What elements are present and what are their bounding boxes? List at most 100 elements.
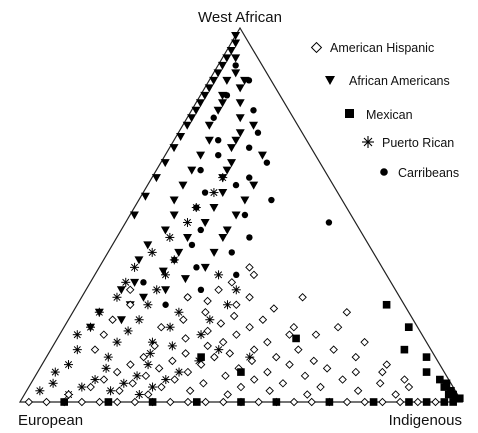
- point-american-hispanic-69: [360, 337, 369, 347]
- point-puerto-rican-43: [214, 345, 224, 355]
- point-american-hispanic-47: [249, 375, 259, 384]
- point-carribeans-5: [254, 129, 262, 136]
- point-african-americans-1: [231, 39, 241, 48]
- point-american-hispanic-35: [154, 364, 164, 373]
- point-carribeans-18: [197, 226, 204, 234]
- point-puerto-rican-2: [191, 203, 201, 213]
- point-puerto-rican-48: [165, 322, 175, 332]
- point-carribeans-8: [215, 151, 222, 159]
- point-mexican-20: [237, 398, 245, 406]
- point-puerto-rican-42: [196, 330, 206, 340]
- point-african-americans-20: [231, 69, 241, 78]
- point-mexican-5: [436, 375, 444, 384]
- point-carribeans-13: [201, 189, 209, 196]
- point-american-hispanic-55: [236, 382, 246, 392]
- legend-entry-carribeans: Carribeans: [380, 166, 459, 180]
- point-american-hispanic-52: [375, 379, 385, 388]
- point-american-hispanic-56: [316, 382, 325, 392]
- point-american-hispanic-7: [201, 308, 210, 317]
- point-mexican-26: [197, 353, 205, 361]
- point-carribeans-23: [193, 264, 200, 271]
- point-mexican-18: [325, 398, 334, 406]
- point-american-hispanic-90: [113, 397, 122, 407]
- point-american-hispanic-103: [342, 397, 352, 407]
- point-american-hispanic-12: [245, 322, 254, 332]
- point-american-hispanic-24: [181, 349, 190, 358]
- point-american-hispanic-39: [183, 367, 193, 377]
- point-american-hispanic-13: [157, 322, 166, 332]
- legend-marker-filled-circle: [380, 168, 388, 176]
- point-african-americans-55: [222, 166, 232, 175]
- point-african-americans-64: [161, 286, 171, 295]
- point-african-americans-24: [235, 99, 245, 108]
- point-mexican-17: [369, 398, 378, 406]
- point-carribeans-9: [263, 159, 271, 166]
- point-american-hispanic-51: [278, 379, 288, 388]
- point-african-americans-37: [169, 196, 179, 205]
- point-puerto-rican-6: [169, 255, 179, 265]
- point-american-hispanic-88: [77, 397, 87, 407]
- point-african-americans-21: [222, 76, 232, 85]
- point-american-hispanic-28: [210, 352, 219, 362]
- legend-marker-asterisk: [362, 136, 374, 148]
- point-carribeans-4: [210, 114, 217, 121]
- point-african-americans-0: [231, 31, 241, 40]
- point-puerto-rican-27: [174, 367, 184, 377]
- point-american-hispanic-11: [216, 319, 226, 328]
- point-african-americans-40: [200, 218, 210, 227]
- point-puerto-rican-31: [161, 375, 171, 385]
- point-puerto-rican-16: [123, 326, 133, 336]
- point-carribeans-28: [162, 301, 169, 308]
- point-american-hispanic-53: [86, 382, 95, 392]
- point-american-hispanic-94: [183, 397, 193, 407]
- point-american-hispanic-43: [221, 371, 230, 381]
- point-american-hispanic-101: [307, 397, 316, 407]
- point-african-americans-10: [191, 106, 201, 115]
- point-american-hispanic-16: [285, 330, 294, 339]
- point-carribeans-25: [140, 279, 147, 286]
- point-african-americans-9: [195, 99, 205, 108]
- point-mexican-4: [422, 368, 431, 376]
- point-african-americans-38: [209, 204, 219, 213]
- point-puerto-rican-11: [112, 292, 122, 302]
- point-american-hispanic-100: [289, 397, 299, 407]
- point-mexican-13: [449, 398, 457, 406]
- point-african-americans-2: [226, 46, 236, 55]
- point-american-hispanic-6: [269, 304, 279, 313]
- vertex-label-right: Indigenous: [389, 412, 462, 429]
- point-american-hispanic-2: [214, 285, 223, 295]
- point-american-hispanic-84: [183, 293, 192, 302]
- point-african-americans-26: [235, 114, 245, 123]
- point-mexican-24: [60, 398, 68, 406]
- point-american-hispanic-76: [126, 300, 135, 309]
- point-american-hispanic-54: [157, 382, 166, 392]
- point-american-hispanic-19: [263, 337, 272, 347]
- point-african-americans-14: [169, 144, 179, 153]
- point-african-americans-19: [231, 54, 241, 63]
- point-american-hispanic-40: [263, 367, 272, 377]
- point-american-hispanic-17: [181, 334, 190, 343]
- point-mexican-14: [440, 398, 449, 406]
- point-american-hispanic-75: [125, 285, 135, 295]
- point-african-americans-57: [240, 196, 250, 205]
- point-african-americans-31: [196, 151, 206, 160]
- point-puerto-rican-1: [209, 188, 219, 198]
- point-african-americans-30: [226, 144, 236, 153]
- point-african-americans-59: [222, 226, 232, 235]
- point-american-hispanic-18: [218, 337, 228, 347]
- point-american-hispanic-91: [130, 397, 140, 407]
- point-carribeans-0: [232, 62, 239, 69]
- point-african-americans-62: [200, 263, 210, 272]
- point-american-hispanic-14: [203, 326, 212, 336]
- point-mexican-3: [422, 353, 431, 361]
- point-african-americans-28: [235, 129, 245, 138]
- point-puerto-rican-13: [94, 307, 104, 317]
- point-american-hispanic-15: [232, 330, 241, 339]
- point-american-hispanic-33: [196, 360, 206, 369]
- point-puerto-rican-22: [103, 352, 113, 362]
- point-african-americans-3: [222, 54, 232, 63]
- point-carribeans-17: [325, 219, 333, 226]
- legend-marker-filled-square: [345, 109, 354, 118]
- point-carribeans-7: [245, 144, 253, 151]
- point-african-americans-22: [235, 84, 245, 93]
